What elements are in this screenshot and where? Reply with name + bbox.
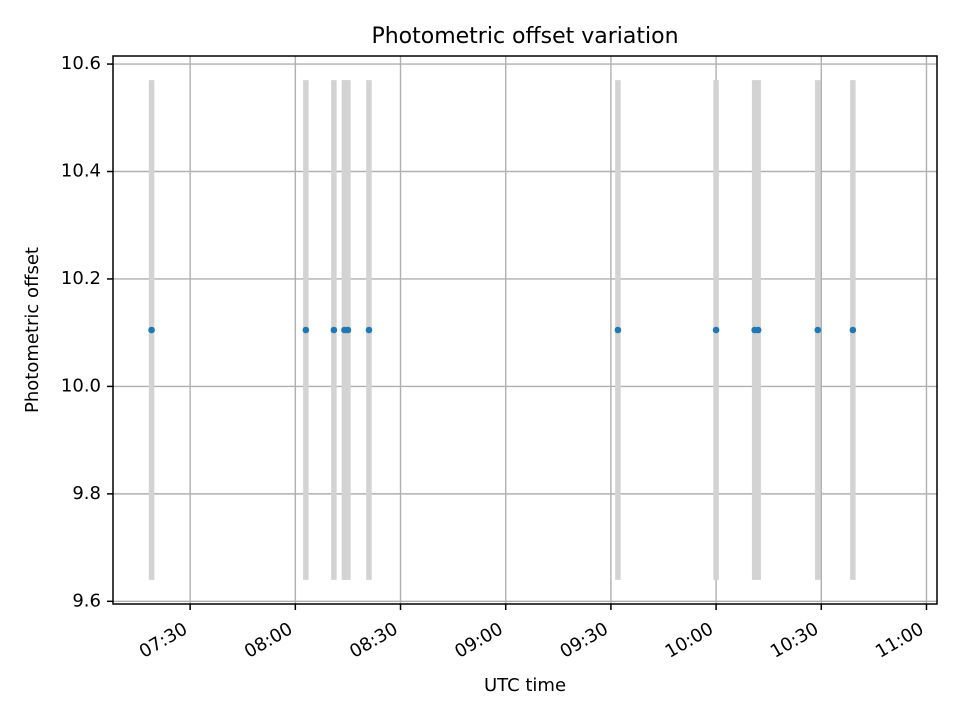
grid-lines bbox=[113, 56, 937, 604]
x-axis-label: UTC time bbox=[484, 675, 566, 696]
x-tick-label: 07:30 bbox=[136, 618, 191, 662]
error-bars bbox=[148, 80, 856, 580]
data-point bbox=[712, 326, 720, 334]
x-tick-label: 09:00 bbox=[451, 618, 506, 662]
x-tick-label: 08:00 bbox=[241, 618, 296, 662]
data-point bbox=[814, 326, 822, 334]
x-tick-label: 11:00 bbox=[872, 618, 927, 662]
plot-frame bbox=[112, 55, 938, 605]
y-tick-label: 10.0 bbox=[61, 375, 101, 396]
y-tick-label: 9.6 bbox=[72, 590, 101, 611]
data-point bbox=[754, 326, 762, 334]
chart-title: Photometric offset variation bbox=[371, 24, 678, 49]
y-tick-label: 10.2 bbox=[61, 268, 101, 289]
data-points bbox=[148, 326, 857, 334]
data-point bbox=[302, 326, 310, 334]
data-point bbox=[365, 326, 373, 334]
data-point bbox=[614, 326, 622, 334]
y-ticks: 9.6 9.8 10.0 10.2 10.4 10.6 bbox=[61, 53, 113, 611]
x-tick-label: 10:00 bbox=[662, 618, 717, 662]
x-ticks: 07:30 08:00 08:30 09:00 09:30 10:00 10:30 11:00 bbox=[136, 604, 927, 663]
y-tick-label: 10.6 bbox=[61, 53, 101, 74]
data-point bbox=[344, 326, 352, 334]
x-tick-label: 10:30 bbox=[767, 618, 822, 662]
data-point bbox=[148, 326, 155, 334]
y-tick-label: 10.4 bbox=[61, 161, 101, 182]
data-point bbox=[849, 326, 857, 334]
y-tick-label: 9.8 bbox=[72, 483, 101, 504]
data-point bbox=[330, 326, 338, 334]
x-tick-label: 09:30 bbox=[556, 618, 611, 662]
y-axis-label: Photometric offset bbox=[22, 247, 43, 413]
x-tick-label: 08:30 bbox=[346, 618, 401, 662]
